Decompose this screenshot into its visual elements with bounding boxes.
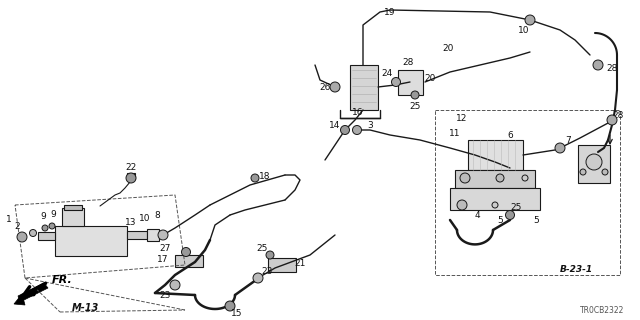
Text: 17: 17	[157, 255, 169, 265]
Bar	[175, 255, 203, 267]
Text: 11: 11	[449, 129, 461, 138]
Text: FR.: FR.	[52, 275, 73, 285]
Text: 4: 4	[474, 211, 480, 220]
Bar	[398, 70, 423, 95]
Text: M-13: M-13	[72, 303, 99, 313]
Polygon shape	[18, 283, 48, 302]
Text: 12: 12	[456, 114, 468, 123]
Circle shape	[330, 82, 340, 92]
Text: 7: 7	[565, 135, 571, 145]
Circle shape	[555, 143, 565, 153]
Text: 2: 2	[14, 221, 20, 230]
Circle shape	[182, 247, 191, 257]
Circle shape	[158, 230, 168, 240]
Bar	[455, 170, 535, 188]
Bar	[350, 65, 378, 110]
Text: 25: 25	[256, 244, 268, 252]
Bar	[578, 145, 610, 183]
Circle shape	[525, 15, 535, 25]
Text: 24: 24	[381, 68, 392, 77]
Text: 16: 16	[352, 108, 364, 116]
Bar	[62, 208, 84, 226]
Circle shape	[340, 125, 349, 134]
Text: 23: 23	[159, 291, 171, 300]
Circle shape	[411, 91, 419, 99]
Text: 10: 10	[140, 213, 151, 222]
Text: 21: 21	[294, 260, 306, 268]
Text: 5: 5	[533, 215, 539, 225]
Text: 23: 23	[261, 267, 273, 276]
Bar	[468, 140, 523, 170]
Text: 8: 8	[154, 211, 160, 220]
Text: 25: 25	[510, 203, 522, 212]
Bar	[38, 232, 55, 240]
Text: 14: 14	[330, 121, 340, 130]
Circle shape	[580, 169, 586, 175]
Circle shape	[353, 125, 362, 134]
Text: 13: 13	[125, 218, 137, 227]
Bar	[435, 110, 620, 275]
Text: 27: 27	[159, 244, 171, 252]
Circle shape	[457, 200, 467, 210]
Text: 19: 19	[384, 7, 396, 17]
Text: 28: 28	[606, 63, 618, 73]
Text: 6: 6	[507, 131, 513, 140]
Circle shape	[602, 169, 608, 175]
Circle shape	[460, 173, 470, 183]
Text: 28: 28	[403, 58, 413, 67]
Circle shape	[392, 77, 401, 86]
Bar	[127, 173, 135, 179]
Text: 15: 15	[231, 308, 243, 317]
Bar	[64, 205, 82, 210]
Circle shape	[522, 175, 528, 181]
Circle shape	[49, 223, 55, 229]
Circle shape	[126, 173, 136, 183]
Text: B-23-1: B-23-1	[560, 266, 593, 275]
Circle shape	[593, 60, 603, 70]
Circle shape	[225, 301, 235, 311]
Circle shape	[251, 174, 259, 182]
Circle shape	[17, 232, 27, 242]
Polygon shape	[14, 294, 25, 305]
Text: 5: 5	[497, 215, 503, 225]
Bar	[127, 231, 147, 239]
Text: 18: 18	[259, 172, 271, 180]
Bar	[147, 229, 159, 241]
Text: 20: 20	[442, 44, 454, 52]
Bar	[55, 226, 127, 256]
Circle shape	[253, 273, 263, 283]
Circle shape	[607, 115, 617, 125]
Text: 10: 10	[518, 26, 530, 35]
Text: 26: 26	[319, 83, 331, 92]
Text: 22: 22	[125, 163, 136, 172]
Text: 3: 3	[367, 121, 373, 130]
Text: 1: 1	[6, 214, 12, 223]
Text: 9: 9	[50, 210, 56, 219]
Circle shape	[506, 211, 515, 220]
Circle shape	[42, 225, 48, 231]
Circle shape	[492, 202, 498, 208]
Circle shape	[29, 229, 36, 236]
Text: TR0CB2322: TR0CB2322	[580, 306, 625, 315]
Circle shape	[496, 174, 504, 182]
Text: 28: 28	[612, 110, 624, 119]
Bar	[268, 258, 296, 272]
Text: 9: 9	[40, 212, 46, 220]
Circle shape	[586, 154, 602, 170]
Text: 20: 20	[424, 74, 436, 83]
Circle shape	[170, 280, 180, 290]
Bar	[450, 188, 540, 210]
Circle shape	[266, 251, 274, 259]
Text: 25: 25	[410, 101, 420, 110]
